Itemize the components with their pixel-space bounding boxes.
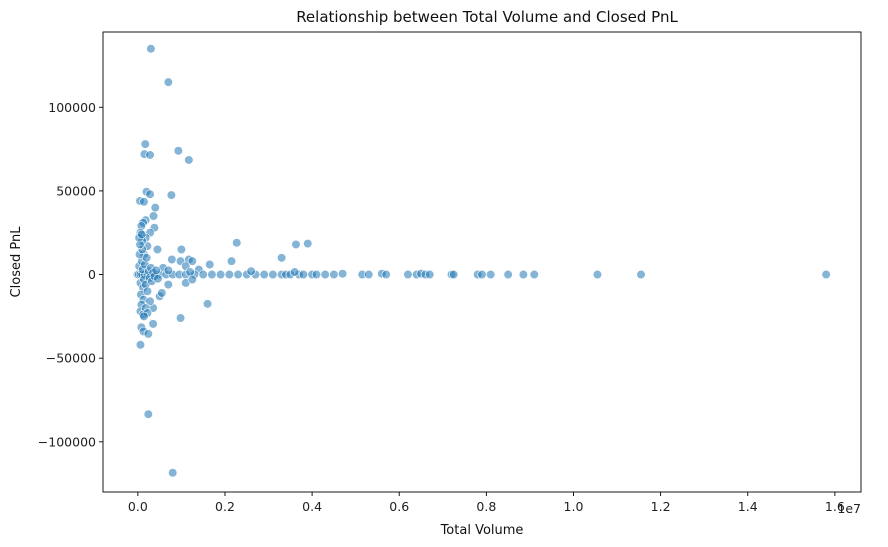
plot-frame (102, 31, 862, 493)
x-axis: 0.0 0.2 0.4 0.6 0.8 1.0 1.2 1.4 1.6 (128, 492, 845, 514)
data-point (518, 269, 528, 280)
data-point (143, 409, 153, 419)
data-point (311, 269, 322, 280)
data-point (142, 286, 153, 296)
data-point (168, 468, 178, 478)
y-tick-label: 100000 (48, 100, 96, 115)
data-point (277, 253, 287, 263)
data-point (224, 269, 234, 280)
data-point (163, 265, 173, 275)
data-point (268, 269, 278, 280)
data-point (207, 269, 217, 280)
data-point (529, 269, 539, 280)
data-point (320, 269, 330, 280)
chart-title: Relationship between Total Volume and Cl… (296, 8, 678, 26)
x-axis-label: Total Volume (440, 523, 524, 538)
data-point (148, 211, 159, 221)
x-tick-label: 0.8 (476, 499, 496, 514)
x-axis-offset-label: 1e7 (837, 501, 861, 516)
y-tick-label: −50000 (46, 351, 96, 366)
data-point (303, 239, 313, 249)
data-point (290, 267, 300, 277)
data-point (329, 269, 339, 280)
data-point (145, 296, 155, 306)
data-point (153, 274, 163, 284)
data-point (163, 279, 173, 290)
data-point (135, 340, 146, 350)
data-point (173, 146, 183, 156)
data-point (246, 266, 256, 276)
data-point (141, 253, 152, 263)
data-point (226, 256, 237, 266)
data-point (364, 269, 374, 280)
data-point (140, 139, 150, 149)
data-point (259, 269, 269, 280)
data-point (205, 259, 215, 270)
points-layer (132, 44, 831, 478)
data-point (381, 269, 391, 280)
x-tick-label: 0.0 (128, 499, 148, 514)
x-tick-label: 1.0 (564, 499, 584, 514)
data-point (187, 256, 197, 266)
data-point (157, 288, 167, 298)
data-point (151, 265, 161, 275)
y-axis-label: Closed PnL (9, 226, 24, 298)
data-point (477, 269, 487, 280)
y-tick-label: 0 (88, 267, 96, 282)
data-point (592, 269, 603, 280)
data-point (184, 155, 194, 165)
data-point (146, 44, 156, 54)
data-point (167, 254, 177, 265)
x-tick-label: 1.2 (651, 499, 671, 514)
data-point (148, 319, 158, 329)
data-point (233, 269, 243, 280)
data-point (187, 274, 197, 285)
data-point (143, 329, 153, 339)
data-point (338, 269, 348, 279)
data-point (202, 299, 213, 309)
y-axis: −100000 −50000 0 50000 100000 (38, 100, 103, 449)
x-tick-label: 0.2 (215, 499, 235, 514)
data-point (503, 269, 513, 280)
data-point (145, 150, 155, 160)
data-point (291, 239, 301, 250)
data-point (175, 313, 186, 323)
data-point (216, 269, 226, 280)
data-point (139, 197, 149, 207)
data-point (198, 269, 208, 280)
data-point (145, 189, 155, 199)
data-point (298, 269, 308, 280)
data-point (176, 244, 187, 255)
data-point (636, 269, 646, 280)
data-point (821, 269, 831, 280)
data-point (486, 269, 496, 280)
data-point (150, 203, 160, 213)
y-tick-label: −100000 (38, 434, 96, 449)
data-point (425, 269, 435, 280)
x-tick-label: 1.6 (825, 499, 845, 514)
x-tick-label: 0.4 (302, 499, 322, 514)
data-point (403, 269, 413, 280)
data-point (152, 244, 163, 255)
data-point (449, 269, 459, 280)
data-point (163, 77, 173, 87)
x-tick-label: 1.4 (738, 499, 758, 514)
data-point (139, 311, 149, 321)
y-tick-label: 50000 (56, 183, 96, 198)
data-point (232, 238, 242, 248)
x-tick-label: 0.6 (389, 499, 409, 514)
data-point (137, 229, 147, 239)
data-point (166, 190, 176, 200)
